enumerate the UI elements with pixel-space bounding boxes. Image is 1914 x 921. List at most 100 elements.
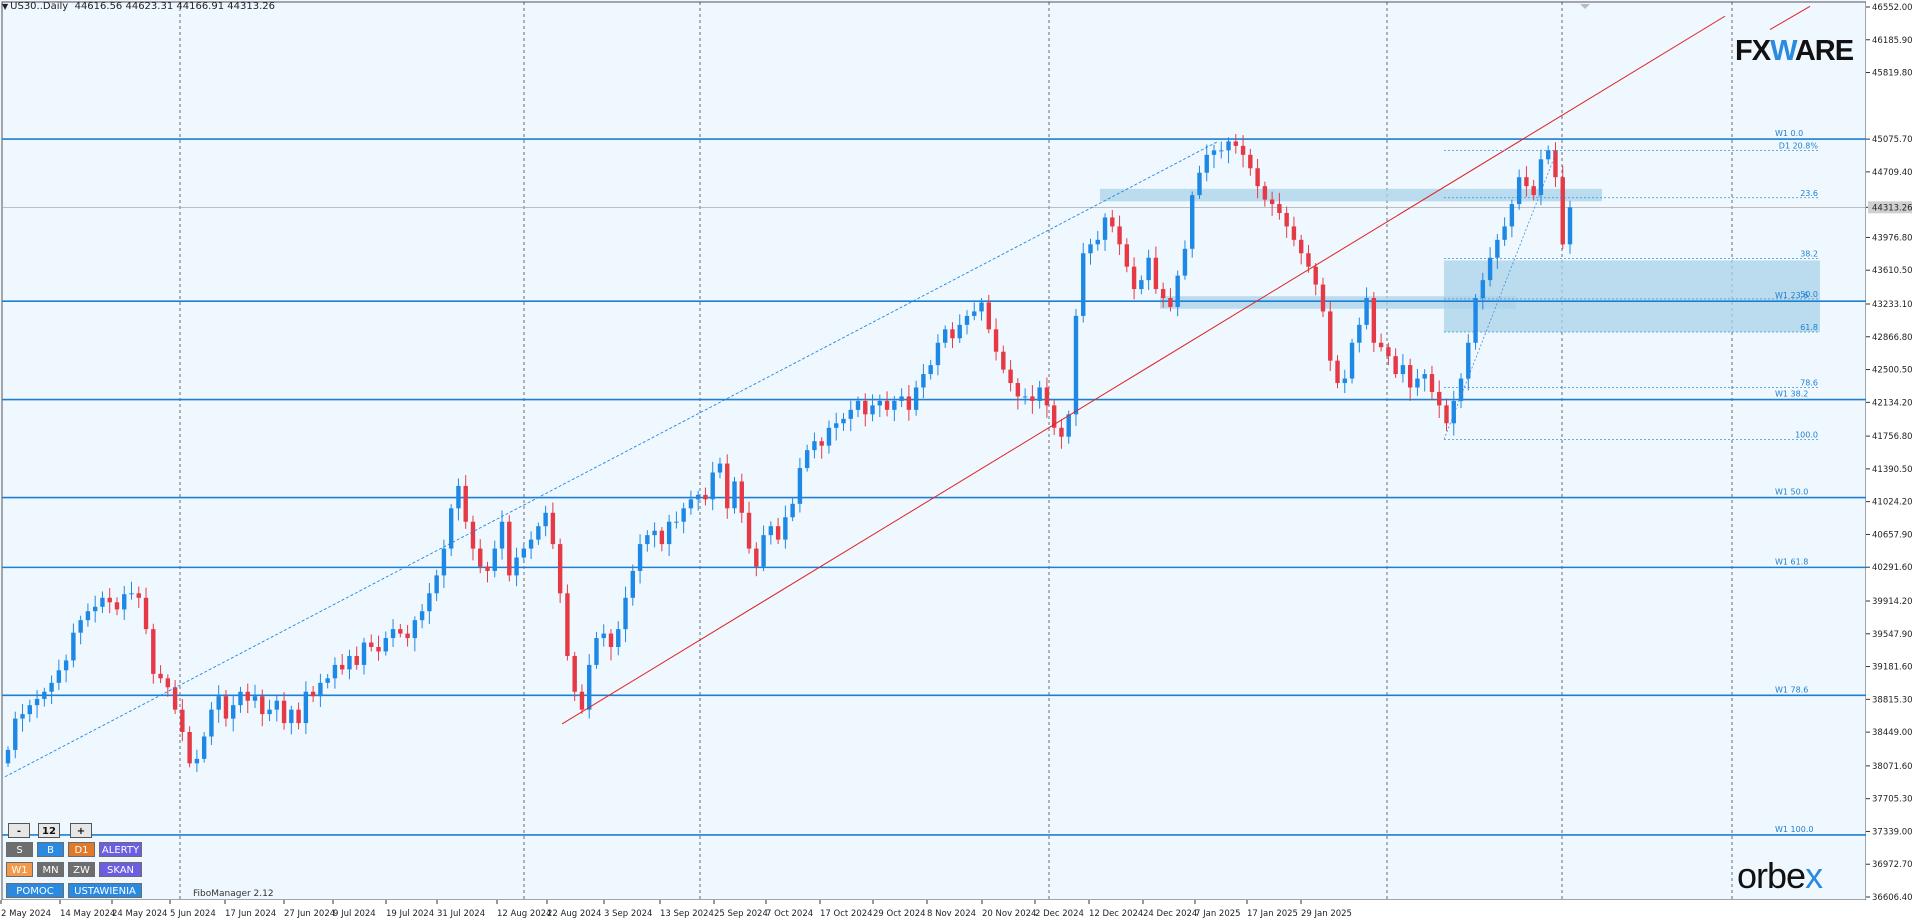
bearish-candle (1059, 427, 1064, 437)
price-tick-label: 46185.90 (1872, 36, 1913, 46)
bullish-candle (441, 548, 447, 576)
price-tick-label: 42500.50 (1872, 366, 1913, 376)
symbol-info-bar: ▼ US30..Daily 44616.56 44623.31 44166.91 … (2, 1, 275, 12)
price-tick-label: 41024.20 (1872, 498, 1913, 508)
bearish-candle (158, 673, 163, 679)
bullish-candle (129, 593, 134, 595)
time-tick-label: 2 May 2024 (1, 909, 51, 919)
bullish-candle (209, 709, 214, 737)
bullish-candle (1175, 275, 1180, 307)
price-tick-label: 41390.50 (1872, 465, 1913, 475)
time-tick-label: 17 Jan 2025 (1247, 909, 1298, 919)
bullish-candle (674, 521, 679, 523)
decrease-period-button[interactable]: - (8, 823, 30, 838)
bearish-candle (1320, 284, 1326, 312)
time-tick-label: 19 Jul 2024 (386, 909, 434, 919)
increase-period-button[interactable]: + (70, 823, 92, 838)
dropdown-arrow-icon[interactable]: ▼ (2, 2, 9, 11)
bearish-candle (1262, 186, 1268, 200)
support-resistance-zone (1444, 260, 1820, 333)
bullish-candle (419, 611, 425, 621)
bullish-candle (913, 387, 919, 410)
bullish-candle (27, 705, 32, 715)
bullish-candle (63, 660, 69, 671)
bullish-candle (637, 544, 643, 571)
price-tick-label: 42134.20 (1872, 398, 1913, 408)
price-tick-label: 36972.70 (1872, 860, 1913, 870)
bearish-candle (906, 396, 912, 410)
bullish-candle (645, 535, 650, 545)
bullish-candle (1037, 387, 1042, 401)
fxmag-logo: FXWARE (1735, 35, 1854, 67)
bullish-candle (325, 678, 330, 683)
bearish-candle (1298, 239, 1304, 254)
bearish-candle (369, 642, 374, 648)
bullish-candle (1022, 396, 1028, 398)
time-tick-label: 27 Jun 2024 (284, 909, 335, 919)
bullish-candle (42, 691, 47, 699)
bullish-candle (972, 311, 977, 316)
price-tick-label: 46552.00 (1872, 3, 1913, 13)
bearish-candle (1153, 257, 1159, 290)
bullish-candle (456, 485, 461, 509)
s-button[interactable]: S (6, 842, 33, 857)
bearish-candle (746, 512, 752, 549)
bearish-candle (1044, 387, 1050, 406)
zw-button[interactable]: ZW (68, 862, 95, 877)
ohlc-values: 44616.56 44623.31 44166.91 44313.26 (74, 1, 275, 12)
price-tick-label: 41756.80 (1872, 432, 1913, 442)
bullish-candle (13, 718, 18, 750)
bullish-candle (267, 709, 272, 715)
current-price-tag (1868, 201, 1912, 214)
bullish-candle (630, 570, 635, 598)
pomoc-button[interactable]: POMOC (6, 883, 64, 898)
bullish-candle (85, 611, 91, 621)
price-tick-label: 43233.10 (1872, 300, 1913, 310)
bearish-candle (376, 647, 381, 652)
bullish-candle (528, 539, 534, 549)
bullish-candle (797, 468, 803, 504)
bearish-candle (775, 526, 781, 540)
bearish-candle (478, 548, 483, 567)
orbex-logo: orbex (1737, 855, 1823, 896)
time-tick-label: 12 Aug 2024 (497, 909, 551, 919)
bearish-candle (1553, 150, 1558, 178)
bearish-candle (1371, 298, 1377, 343)
skan-button[interactable]: SKAN (99, 862, 142, 877)
alerty-button[interactable]: ALERTY (99, 842, 142, 857)
bullish-candle (1146, 257, 1151, 281)
bullish-candle (543, 512, 548, 527)
period-field[interactable]: 12 (38, 823, 60, 838)
w1-level-label: W1 38.2 (1775, 390, 1808, 399)
bullish-candle (361, 642, 367, 665)
w1-button[interactable]: W1 (6, 862, 33, 877)
price-tick-label: 38815.30 (1872, 695, 1913, 705)
fib-level-label: 100.0 (1795, 430, 1818, 439)
bearish-candle (1233, 141, 1239, 146)
bearish-candle (260, 696, 265, 715)
bearish-candle (739, 481, 744, 513)
price-tick-label: 39181.60 (1872, 663, 1913, 673)
time-tick-label: 7 Jan 2025 (1195, 909, 1241, 919)
time-tick-label: 13 Sep 2024 (660, 909, 714, 919)
d1-button[interactable]: D1 (68, 842, 95, 857)
b-button[interactable]: B (37, 842, 64, 857)
bullish-candle (935, 342, 941, 366)
bullish-candle (783, 517, 788, 540)
bullish-candle (252, 696, 258, 701)
time-tick-label: 25 Sep 2024 (714, 909, 768, 919)
bullish-candle (71, 632, 76, 661)
bearish-candle (1168, 298, 1173, 307)
time-tick-label: 7 Oct 2024 (766, 909, 813, 919)
bullish-candle (892, 400, 897, 410)
bullish-candle (1139, 280, 1144, 290)
time-tick-label: 29 Jan 2025 (1301, 909, 1352, 919)
bullish-candle (1495, 239, 1500, 258)
ustawienia-button[interactable]: USTAWIENIA (68, 883, 142, 898)
bearish-candle (1444, 405, 1449, 424)
bullish-candle (238, 691, 243, 706)
bearish-candle (863, 400, 868, 415)
mn-button[interactable]: MN (37, 862, 64, 877)
time-tick-label: 12 Dec 2024 (1089, 909, 1143, 919)
